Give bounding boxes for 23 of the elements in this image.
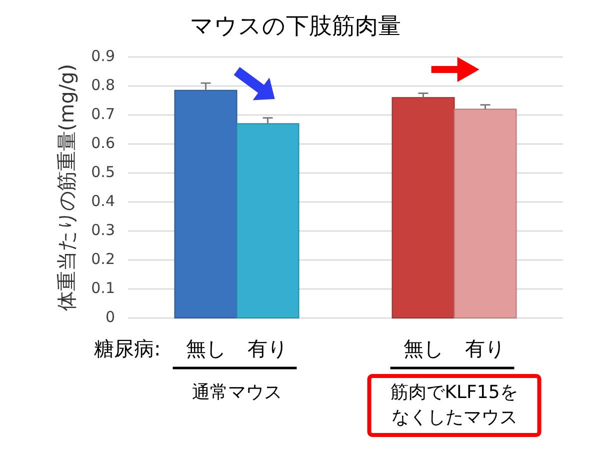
y-tick-label: 0.2 [91,250,115,268]
bar [236,123,300,318]
y-tick-label: 0.9 [91,47,115,66]
text: 有り [465,336,506,360]
bar [174,90,238,318]
y-tick-label: 0.6 [91,134,115,152]
x-tick-label: 筋肉でKLF15をなくしたマウス [390,382,518,428]
y-tick-label: 0.7 [91,105,115,124]
x-tick-label: 通常マウス [192,382,282,403]
y-tick-label: 0.3 [91,221,115,240]
y-tick-label: 0.8 [91,76,115,94]
y-tick-label: 0 [105,308,115,326]
y-axis-title: 体重当たりの筋重量(mg/g) [54,64,78,312]
y-tick-label: 0.5 [91,163,115,182]
bar [454,108,517,318]
legend-title: 糖尿病: [94,336,161,360]
text: 無し [403,336,444,360]
y-tick-label: 0.4 [91,192,115,210]
series-label: 無し [186,336,226,360]
y-tick-label: 0.1 [91,279,115,298]
series-label: 有り [248,336,288,360]
chart-title: マウスの下肢筋肉量 [190,13,401,40]
bar [392,97,455,318]
